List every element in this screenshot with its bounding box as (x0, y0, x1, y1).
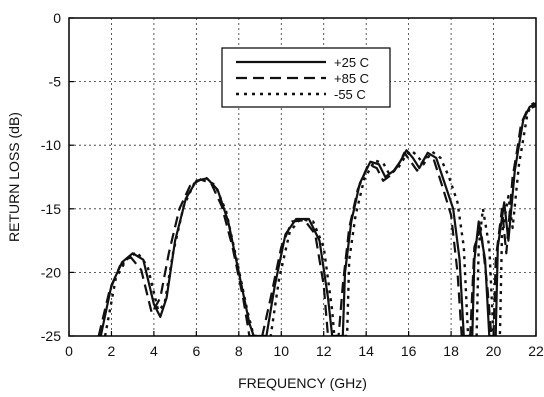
legend-label: +85 C (334, 71, 369, 86)
axis-ticks: 0 2 4 6 8 10 12 14 16 18 20 22 0 -5 -10 -15 -20 -25 (41, 10, 544, 359)
legend: +25 C+85 C-55 C (221, 47, 391, 108)
x-tick-label: 12 (316, 343, 332, 359)
x-tick-label: 6 (192, 343, 200, 359)
x-tick-label: 10 (273, 343, 289, 359)
y-tick-label: 0 (53, 10, 61, 26)
series-line-1 (97, 104, 536, 336)
y-tick-label: -15 (41, 201, 61, 217)
x-tick-label: 14 (358, 343, 374, 359)
y-tick-label: -5 (49, 74, 62, 90)
legend-label: +25 C (334, 55, 369, 70)
x-tick-label: 16 (401, 343, 417, 359)
x-tick-label: 22 (528, 343, 544, 359)
plot-frame (68, 17, 537, 337)
x-tick-label: 4 (150, 343, 158, 359)
x-tick-label: 20 (486, 343, 502, 359)
legend-label: -55 C (334, 87, 366, 102)
x-tick-label: 0 (65, 343, 73, 359)
y-tick-label: -10 (41, 137, 61, 153)
y-tick-label: -20 (41, 264, 61, 280)
series-lines (97, 100, 536, 336)
y-axis-label: RETURN LOSS (dB) (6, 112, 22, 242)
series-line-2 (103, 100, 536, 336)
x-tick-label: 2 (108, 343, 116, 359)
y-tick-label: -25 (41, 328, 61, 344)
x-tick-label: 8 (235, 343, 243, 359)
x-axis-label: FREQUENCY (GHz) (238, 375, 367, 391)
x-tick-label: 18 (443, 343, 459, 359)
